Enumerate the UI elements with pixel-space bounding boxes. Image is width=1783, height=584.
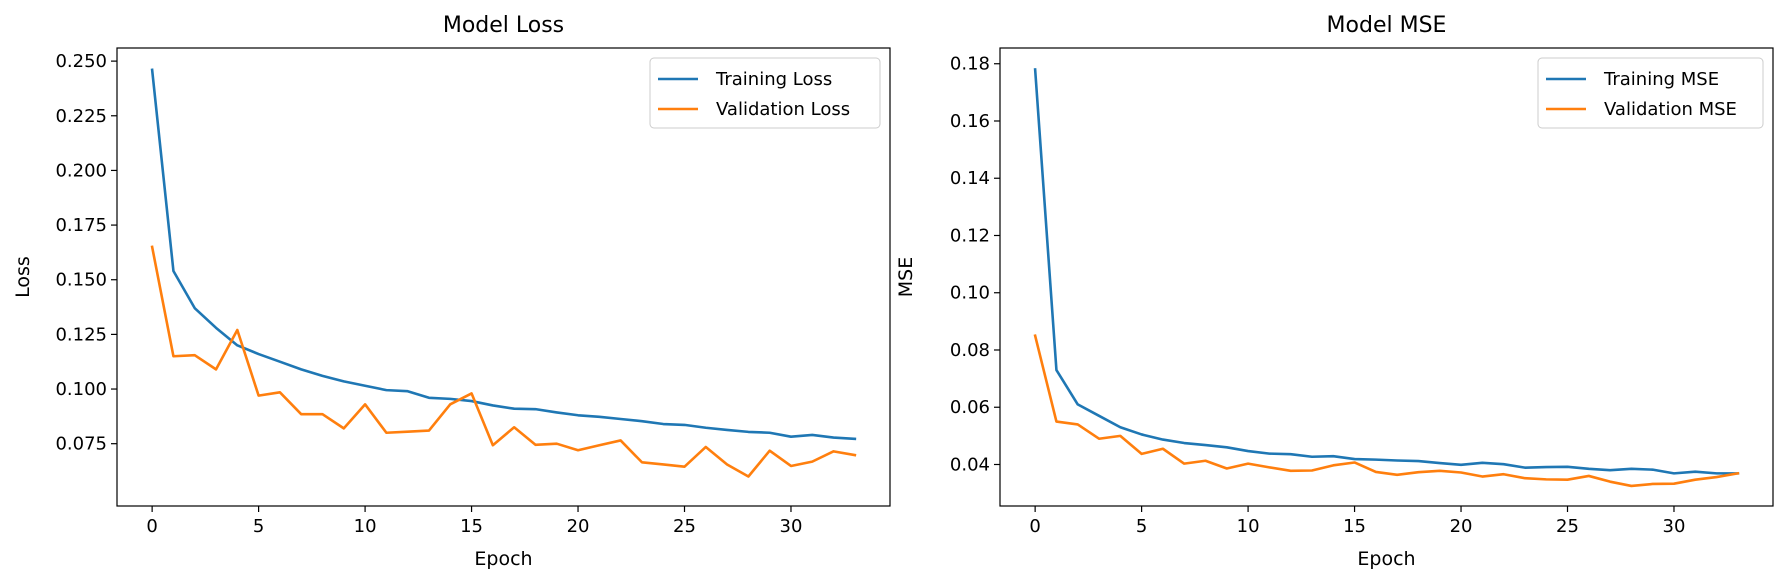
y-tick-label: 0.125 (55, 324, 107, 345)
x-tick-label: 30 (780, 516, 803, 537)
legend-label: Training Loss (715, 69, 832, 90)
legend-label: Validation MSE (1604, 99, 1737, 120)
x-tick-label: 0 (146, 516, 157, 537)
x-tick-label: 25 (1556, 516, 1579, 537)
legend-label: Training MSE (1603, 69, 1719, 90)
x-tick-label: 0 (1029, 516, 1040, 537)
y-tick-label: 0.08 (950, 340, 990, 361)
x-tick-label: 20 (567, 516, 590, 537)
x-tick-label: 5 (253, 516, 264, 537)
y-tick-label: 0.18 (950, 54, 990, 75)
x-tick-label: 15 (460, 516, 483, 537)
legend-box (649, 57, 881, 129)
loss-plot-area: 0 5 10 15 20 25 30 0.075 0.100 0.125 0.150 0.175 0.2… (55, 47, 891, 537)
x-axis-label: Epoch (1357, 548, 1415, 570)
x-tick-label: 20 (1450, 516, 1473, 537)
y-tick-label: 0.14 (950, 168, 990, 189)
legend-label: Validation Loss (716, 99, 850, 120)
y-tick-label: 0.04 (950, 454, 990, 475)
y-tick-label: 0.10 (950, 283, 990, 304)
y-tick-label: 0.150 (55, 270, 107, 291)
x-tick-label: 30 (1663, 516, 1686, 537)
series-line-training-mse (1033, 68, 1740, 475)
y-tick-label: 0.16 (950, 111, 990, 132)
y-axis-label: Loss (12, 256, 34, 298)
chart-title: Model MSE (1327, 13, 1447, 38)
model-mse-chart: Model MSE Epoch MSE 0 5 10 15 20 25 30 0.04 0.06… (895, 13, 1774, 570)
axes-frame (116, 47, 891, 507)
axes-frame (999, 47, 1774, 507)
y-tick-label: 0.250 (55, 51, 107, 72)
series-line-validation-loss (150, 245, 857, 478)
y-tick-label: 0.175 (55, 215, 107, 236)
x-tick-label: 10 (354, 516, 377, 537)
y-tick-label: 0.12 (950, 225, 990, 246)
y-tick-label: 0.075 (55, 434, 107, 455)
mse-plot-area: 0 5 10 15 20 25 30 0.04 0.06 0.08 0.10 0.12 0.14 0.16… (950, 47, 1774, 537)
x-axis-label: Epoch (474, 548, 532, 570)
y-tick-label: 0.06 (950, 397, 990, 418)
series-line-training-loss (150, 68, 857, 441)
chart-title: Model Loss (443, 13, 564, 38)
x-tick-label: 5 (1136, 516, 1147, 537)
y-tick-label: 0.200 (55, 160, 107, 181)
legend: Training MSE Validation MSE (1537, 57, 1764, 129)
y-tick-label: 0.225 (55, 106, 107, 127)
y-axis-label: MSE (895, 257, 917, 297)
series-line-validation-mse (1033, 334, 1740, 488)
x-tick-label: 25 (673, 516, 696, 537)
legend-box (1537, 57, 1764, 129)
model-loss-chart: Model Loss Epoch Loss 0 5 10 15 20 25 300.0750… (12, 13, 891, 570)
legend: Training Loss Validation Loss (649, 57, 881, 129)
y-tick-label: 0.100 (55, 379, 107, 400)
x-tick-label: 10 (1237, 516, 1260, 537)
x-tick-label: 15 (1343, 516, 1366, 537)
